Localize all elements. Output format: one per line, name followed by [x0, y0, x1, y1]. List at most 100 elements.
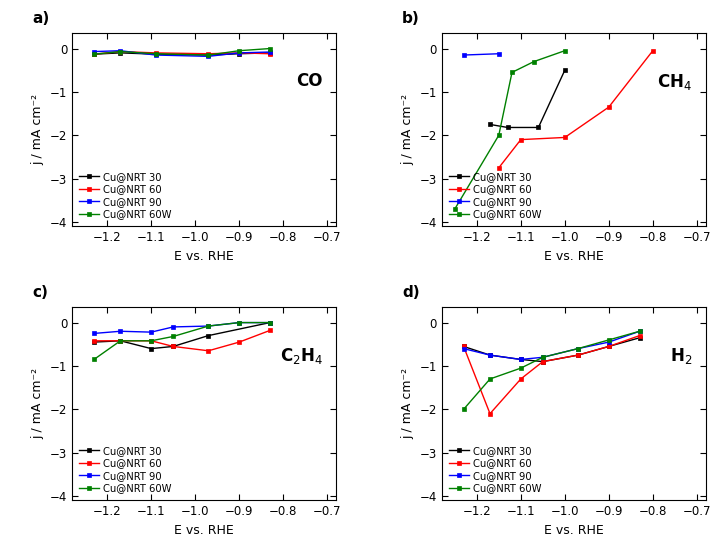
- Cu@NRT 90: [151, 52, 160, 58]
- Cu@NRT 30: [235, 51, 243, 57]
- Cu@NRT 60W: [530, 58, 539, 65]
- Cu@NRT 90: [459, 345, 468, 352]
- Cu@NRT 60: [147, 337, 156, 344]
- Cu@NRT 30: [116, 49, 125, 56]
- Cu@NRT 60: [266, 327, 274, 334]
- Cu@NRT 60: [204, 348, 212, 354]
- Cu@NRT 60W: [605, 336, 613, 343]
- Cu@NRT 60: [560, 134, 569, 141]
- Cu@NRT 60: [169, 343, 178, 350]
- Cu@NRT 60W: [266, 319, 274, 326]
- Cu@NRT 60: [486, 410, 495, 417]
- Cu@NRT 60: [539, 358, 547, 365]
- X-axis label: E vs. RHE: E vs. RHE: [544, 524, 603, 537]
- Cu@NRT 30: [90, 339, 99, 345]
- Line: Cu@NRT 60W: Cu@NRT 60W: [91, 46, 272, 57]
- Cu@NRT 60W: [539, 354, 547, 361]
- Cu@NRT 60W: [459, 406, 468, 413]
- Cu@NRT 60W: [451, 206, 459, 212]
- Cu@NRT 90: [516, 356, 525, 363]
- Cu@NRT 60W: [90, 51, 99, 57]
- Line: Cu@NRT 90: Cu@NRT 90: [91, 48, 272, 59]
- Cu@NRT 60: [90, 51, 99, 57]
- Line: Cu@NRT 60W: Cu@NRT 60W: [91, 320, 272, 362]
- Cu@NRT 60: [235, 339, 243, 345]
- Cu@NRT 30: [635, 334, 644, 341]
- Line: Cu@NRT 30: Cu@NRT 30: [462, 335, 642, 364]
- Cu@NRT 30: [204, 52, 212, 58]
- Cu@NRT 60W: [204, 322, 212, 329]
- Cu@NRT 60: [204, 51, 212, 57]
- Cu@NRT 60: [235, 49, 243, 56]
- Cu@NRT 90: [116, 328, 125, 335]
- Cu@NRT 30: [90, 51, 99, 57]
- Cu@NRT 30: [574, 352, 582, 359]
- Cu@NRT 60: [459, 343, 468, 350]
- Cu@NRT 90: [169, 324, 178, 330]
- Text: b): b): [402, 11, 420, 26]
- Cu@NRT 90: [495, 51, 503, 57]
- Text: CO: CO: [297, 72, 323, 90]
- Cu@NRT 90: [635, 328, 644, 335]
- Cu@NRT 90: [459, 52, 468, 58]
- Cu@NRT 60: [495, 165, 503, 171]
- Cu@NRT 90: [116, 47, 125, 54]
- Cu@NRT 60W: [116, 48, 125, 55]
- Cu@NRT 90: [90, 48, 99, 55]
- Cu@NRT 60: [605, 104, 613, 111]
- Cu@NRT 30: [534, 124, 543, 131]
- Cu@NRT 60W: [235, 319, 243, 326]
- Cu@NRT 90: [486, 352, 495, 359]
- Cu@NRT 60W: [635, 328, 644, 335]
- Cu@NRT 30: [204, 332, 212, 339]
- X-axis label: E vs. RHE: E vs. RHE: [174, 250, 234, 263]
- Cu@NRT 60W: [495, 132, 503, 138]
- Cu@NRT 60W: [90, 356, 99, 363]
- Y-axis label: j / mA cm⁻²: j / mA cm⁻²: [401, 368, 414, 439]
- Cu@NRT 60: [605, 343, 613, 350]
- Cu@NRT 60: [266, 51, 274, 57]
- Y-axis label: j / mA cm⁻²: j / mA cm⁻²: [31, 368, 44, 439]
- X-axis label: E vs. RHE: E vs. RHE: [174, 524, 234, 537]
- Line: Cu@NRT 60: Cu@NRT 60: [91, 328, 272, 353]
- Cu@NRT 60: [116, 337, 125, 344]
- Cu@NRT 30: [516, 356, 525, 363]
- Cu@NRT 30: [560, 67, 569, 73]
- Cu@NRT 90: [266, 319, 274, 326]
- Cu@NRT 90: [204, 53, 212, 59]
- Cu@NRT 60W: [151, 51, 160, 57]
- Cu@NRT 30: [147, 345, 156, 352]
- Y-axis label: j / mA cm⁻²: j / mA cm⁻²: [31, 95, 44, 166]
- Cu@NRT 60W: [574, 345, 582, 352]
- Cu@NRT 60W: [147, 337, 156, 344]
- Cu@NRT 90: [235, 319, 243, 326]
- Cu@NRT 60W: [560, 47, 569, 54]
- Cu@NRT 90: [574, 345, 582, 352]
- Cu@NRT 90: [147, 329, 156, 335]
- Legend: Cu@NRT 30, Cu@NRT 60, Cu@NRT 90, Cu@NRT 60W: Cu@NRT 30, Cu@NRT 60, Cu@NRT 90, Cu@NRT …: [446, 444, 543, 495]
- Line: Cu@NRT 60: Cu@NRT 60: [496, 48, 655, 170]
- Line: Cu@NRT 30: Cu@NRT 30: [487, 68, 567, 130]
- Text: c): c): [32, 285, 48, 300]
- Cu@NRT 30: [266, 49, 274, 56]
- Cu@NRT 60W: [508, 69, 516, 76]
- Cu@NRT 60W: [169, 333, 178, 340]
- Cu@NRT 60W: [204, 52, 212, 58]
- Text: d): d): [402, 285, 420, 300]
- Line: Cu@NRT 30: Cu@NRT 30: [91, 51, 272, 57]
- Line: Cu@NRT 30: Cu@NRT 30: [91, 320, 272, 351]
- Cu@NRT 90: [204, 322, 212, 329]
- Cu@NRT 30: [169, 343, 178, 350]
- Cu@NRT 60W: [235, 47, 243, 54]
- Cu@NRT 60: [151, 49, 160, 56]
- Cu@NRT 30: [539, 358, 547, 365]
- Legend: Cu@NRT 30, Cu@NRT 60, Cu@NRT 90, Cu@NRT 60W: Cu@NRT 30, Cu@NRT 60, Cu@NRT 90, Cu@NRT …: [77, 170, 174, 221]
- Line: Cu@NRT 60W: Cu@NRT 60W: [452, 48, 567, 211]
- Cu@NRT 30: [151, 51, 160, 57]
- Cu@NRT 60W: [486, 376, 495, 383]
- Cu@NRT 60: [635, 332, 644, 339]
- Cu@NRT 90: [235, 49, 243, 56]
- Cu@NRT 60: [116, 48, 125, 55]
- Cu@NRT 30: [605, 343, 613, 350]
- Cu@NRT 60: [516, 376, 525, 383]
